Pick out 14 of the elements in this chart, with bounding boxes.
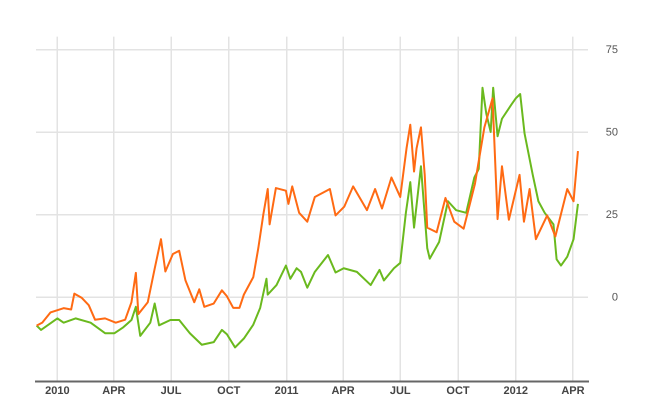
x-tick-label: APR [561,385,585,398]
x-tick-label: 2011 [274,385,299,398]
y-tick-label: 50 [606,126,618,138]
x-tick-label: JUL [390,385,411,398]
x-tick-label: 2010 [45,385,70,398]
x-tick-label: OCT [217,385,241,398]
x-tick-label: APR [331,385,355,398]
y-tick-label: 75 [606,44,618,56]
x-tick-label: 2012 [504,385,528,398]
x-tick-label: OCT [446,385,470,398]
x-tick-label: JUL [160,385,182,398]
y-tick-label: 0 [612,291,618,304]
y-tick-label: 25 [606,208,618,221]
x-tick-label: APR [102,385,126,398]
